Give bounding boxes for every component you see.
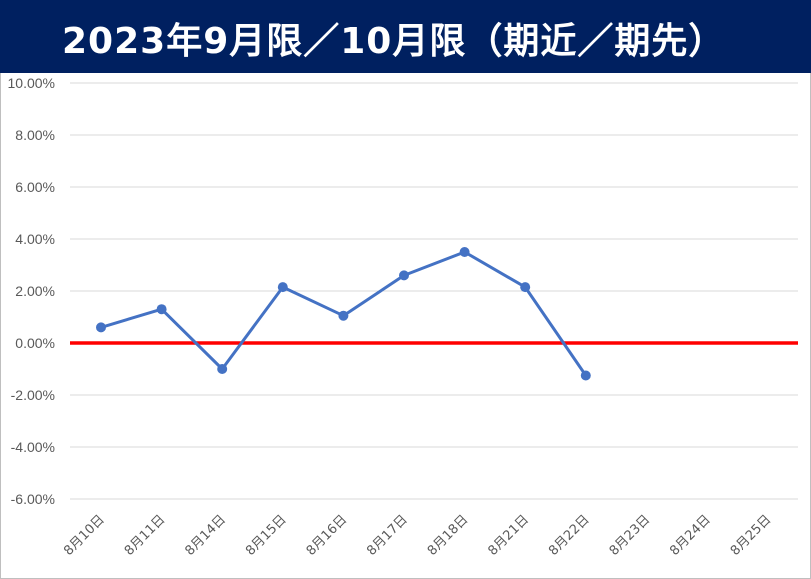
x-tick-label: 8月24日: [667, 512, 714, 559]
data-point: [580, 370, 591, 381]
x-tick-label: 8月21日: [485, 512, 532, 559]
data-point: [399, 270, 409, 281]
x-tick-label: 8月15日: [243, 512, 290, 559]
x-tick-label: 8月18日: [425, 512, 472, 559]
x-tick-label: 8月11日: [122, 512, 169, 559]
series-line-group: [96, 247, 591, 381]
x-tick-label: 8月10日: [61, 512, 108, 559]
gridlines: [70, 82, 798, 500]
y-tick-label: -4.00%: [11, 439, 55, 455]
y-tick-label: 2.00%: [15, 283, 55, 299]
x-tick-label: 8月22日: [546, 512, 593, 559]
data-point: [96, 322, 106, 333]
y-tick-label: 6.00%: [15, 179, 55, 195]
y-tick-label: 0.00%: [15, 335, 55, 351]
data-point: [156, 304, 167, 315]
y-tick-label: -2.00%: [11, 387, 55, 403]
data-point: [217, 364, 228, 374]
y-tick-label: -6.00%: [11, 491, 55, 507]
chart-title: 2023年9月限／10月限（期近／期先）: [62, 21, 726, 62]
x-tick-label: 8月17日: [364, 512, 411, 559]
x-tick-label: 8月16日: [304, 512, 351, 559]
data-point: [277, 282, 288, 293]
data-point: [338, 310, 349, 321]
y-tick-label: 8.00%: [15, 127, 55, 143]
y-tick-label: 4.00%: [15, 231, 55, 247]
data-point: [520, 282, 531, 293]
x-tick-label: 8月25日: [728, 512, 775, 559]
x-axis-ticks: 8月10日 8月11日 8月14日 8月15日 8月16日 8月17日 8月18日 8月21日…: [61, 512, 774, 559]
y-tick-label: 10.00%: [8, 75, 55, 91]
x-tick-label: 8月23日: [607, 512, 654, 559]
data-point: [459, 247, 470, 257]
x-tick-label: 8月14日: [182, 512, 229, 559]
y-axis-ticks: 10.00% 8.00% 6.00% 4.00% 2.00% 0.00% -2.00% -4.…: [8, 75, 55, 507]
title-bar: 2023年9月限／10月限（期近／期先）: [0, 0, 811, 73]
